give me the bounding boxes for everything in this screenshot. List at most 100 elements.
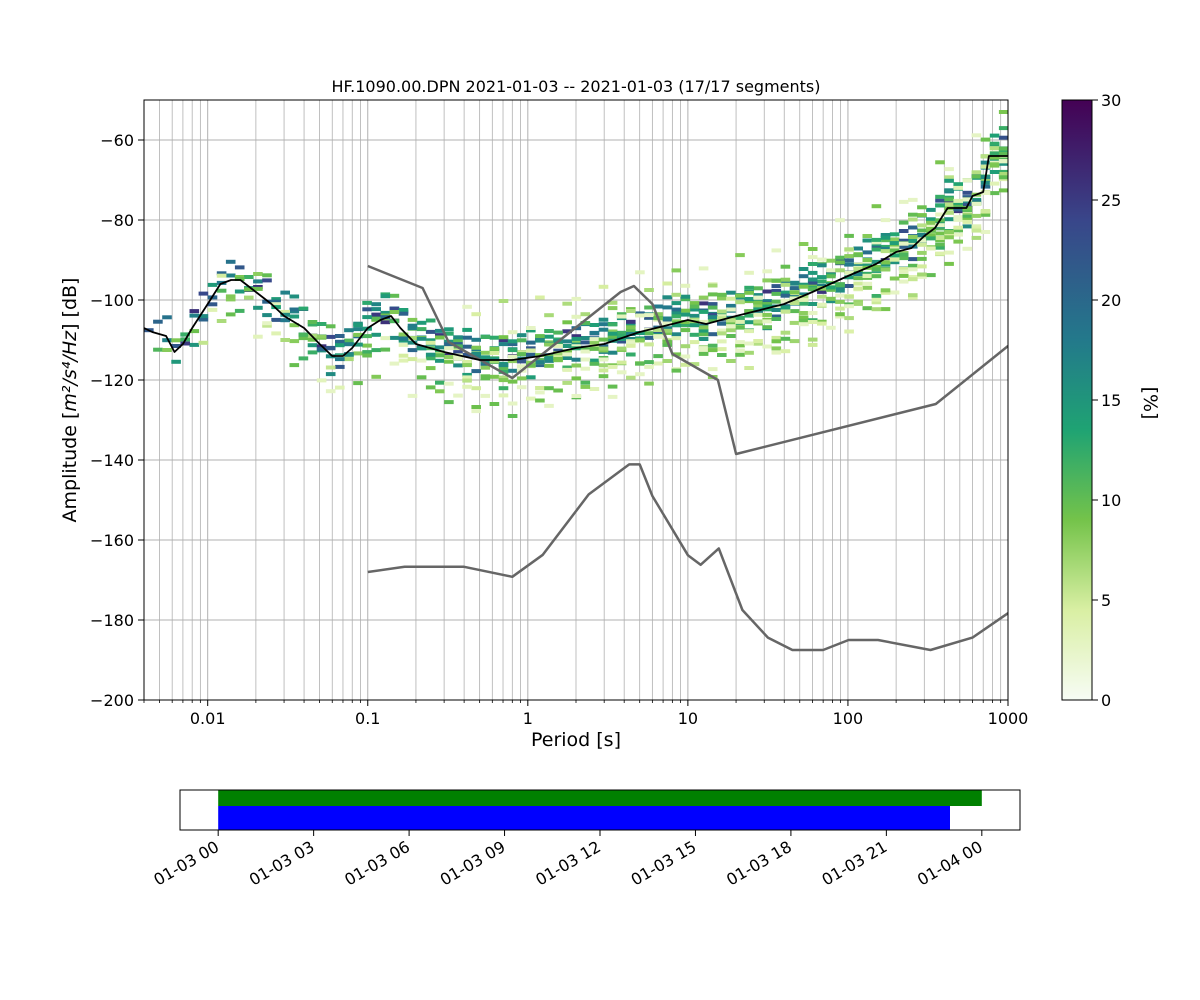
density-cell: [616, 339, 627, 344]
density-cell: [489, 402, 500, 406]
timeline-bar-used: [218, 806, 950, 830]
noise-model-low: [367, 463, 1008, 652]
timeline-tick-label: 01-03 21: [819, 837, 891, 889]
density-cell: [307, 350, 318, 355]
density-cell: [680, 297, 691, 302]
density-cell: [289, 363, 300, 368]
density-cell: [689, 304, 700, 309]
density-cell: [771, 317, 782, 321]
y-axis-label: Amplitude [m²/s⁴/Hz] [dB]: [59, 278, 81, 523]
density-cell: [935, 194, 945, 199]
density-cell: [707, 305, 718, 310]
density-cell: [944, 210, 954, 215]
density-cell: [598, 346, 609, 351]
density-cell: [671, 292, 682, 297]
density-cell: [462, 335, 472, 340]
density-cell: [871, 294, 882, 298]
density-cell: [635, 372, 645, 377]
y-tick-label: −140: [90, 451, 134, 470]
density-cell: [162, 338, 172, 343]
density-cell: [526, 375, 536, 380]
density-cell: [262, 313, 272, 318]
density-cell: [826, 268, 836, 273]
density-cell: [898, 199, 909, 204]
density-cell: [707, 318, 718, 323]
density-cell: [689, 307, 700, 312]
density-cell: [362, 353, 372, 358]
density-cell: [544, 403, 554, 408]
density-cell: [698, 332, 709, 337]
colorbar-tick-label: 0: [1101, 691, 1111, 710]
density-cell: [589, 323, 600, 327]
density-cell: [207, 307, 218, 312]
density-cell: [789, 309, 800, 314]
density-cell: [908, 212, 918, 217]
density-cell: [553, 348, 563, 353]
timeline-tick-label: 01-04 00: [914, 837, 986, 889]
density-cell: [280, 318, 290, 323]
density-cell: [416, 358, 427, 363]
density-cell: [807, 262, 818, 266]
colorbar-tick-label: 10: [1101, 491, 1121, 510]
colorbar-tick-label: 20: [1101, 291, 1121, 310]
density-cell: [626, 325, 636, 330]
density-cell: [780, 277, 791, 282]
density-cell: [944, 235, 954, 240]
density-cell: [762, 344, 772, 349]
density-cell: [644, 360, 654, 365]
density-cell: [489, 351, 500, 355]
density-cell: [444, 355, 454, 359]
density-cell: [835, 258, 845, 263]
density-cell: [826, 296, 836, 301]
density-cell: [680, 320, 691, 324]
density-cell: [717, 347, 727, 352]
density-cell: [626, 337, 636, 341]
density-cell: [371, 348, 381, 353]
density-cell: [535, 390, 545, 395]
density-cell: [835, 312, 845, 317]
density-cell: [862, 285, 873, 290]
density-cell: [880, 288, 891, 293]
density-cell: [216, 273, 227, 278]
density-cell: [817, 289, 827, 294]
density-cell: [908, 267, 918, 272]
density-cell: [153, 347, 163, 352]
density-cell: [280, 312, 290, 317]
density-cell: [335, 334, 345, 338]
density-cell: [207, 302, 218, 307]
density-cell: [862, 274, 873, 278]
density-cell: [762, 319, 772, 324]
density-cell: [726, 328, 736, 333]
density-cell: [707, 302, 718, 307]
colorbar-gradient: [1061, 99, 1093, 701]
density-cell: [980, 137, 991, 142]
density-cell: [416, 375, 427, 380]
density-cell: [526, 352, 536, 357]
density-cell: [880, 249, 891, 254]
density-cell: [398, 308, 409, 312]
timeline-tick-label: 01-03 09: [437, 837, 509, 889]
density-cell: [225, 312, 236, 317]
density-cell: [707, 348, 718, 353]
density-cell: [325, 389, 336, 394]
density-cell: [598, 322, 609, 327]
density-cell: [807, 337, 818, 342]
density-cell: [398, 336, 409, 341]
density-cell: [853, 272, 863, 277]
density-cell: [607, 331, 618, 336]
density-cell: [371, 332, 381, 337]
density-cell: [889, 243, 900, 248]
density-cell: [516, 338, 527, 343]
density-cell: [453, 356, 463, 361]
density-cell: [898, 229, 909, 233]
density-cell: [607, 384, 618, 389]
density-cell: [980, 212, 991, 217]
density-cell: [335, 357, 345, 362]
density-cell: [253, 305, 263, 310]
timeline-bar-data: [218, 790, 982, 806]
density-cell: [853, 246, 863, 251]
density-cell: [698, 309, 709, 314]
density-cell: [571, 296, 582, 301]
density-cell: [871, 300, 882, 305]
density-cell: [589, 340, 600, 345]
